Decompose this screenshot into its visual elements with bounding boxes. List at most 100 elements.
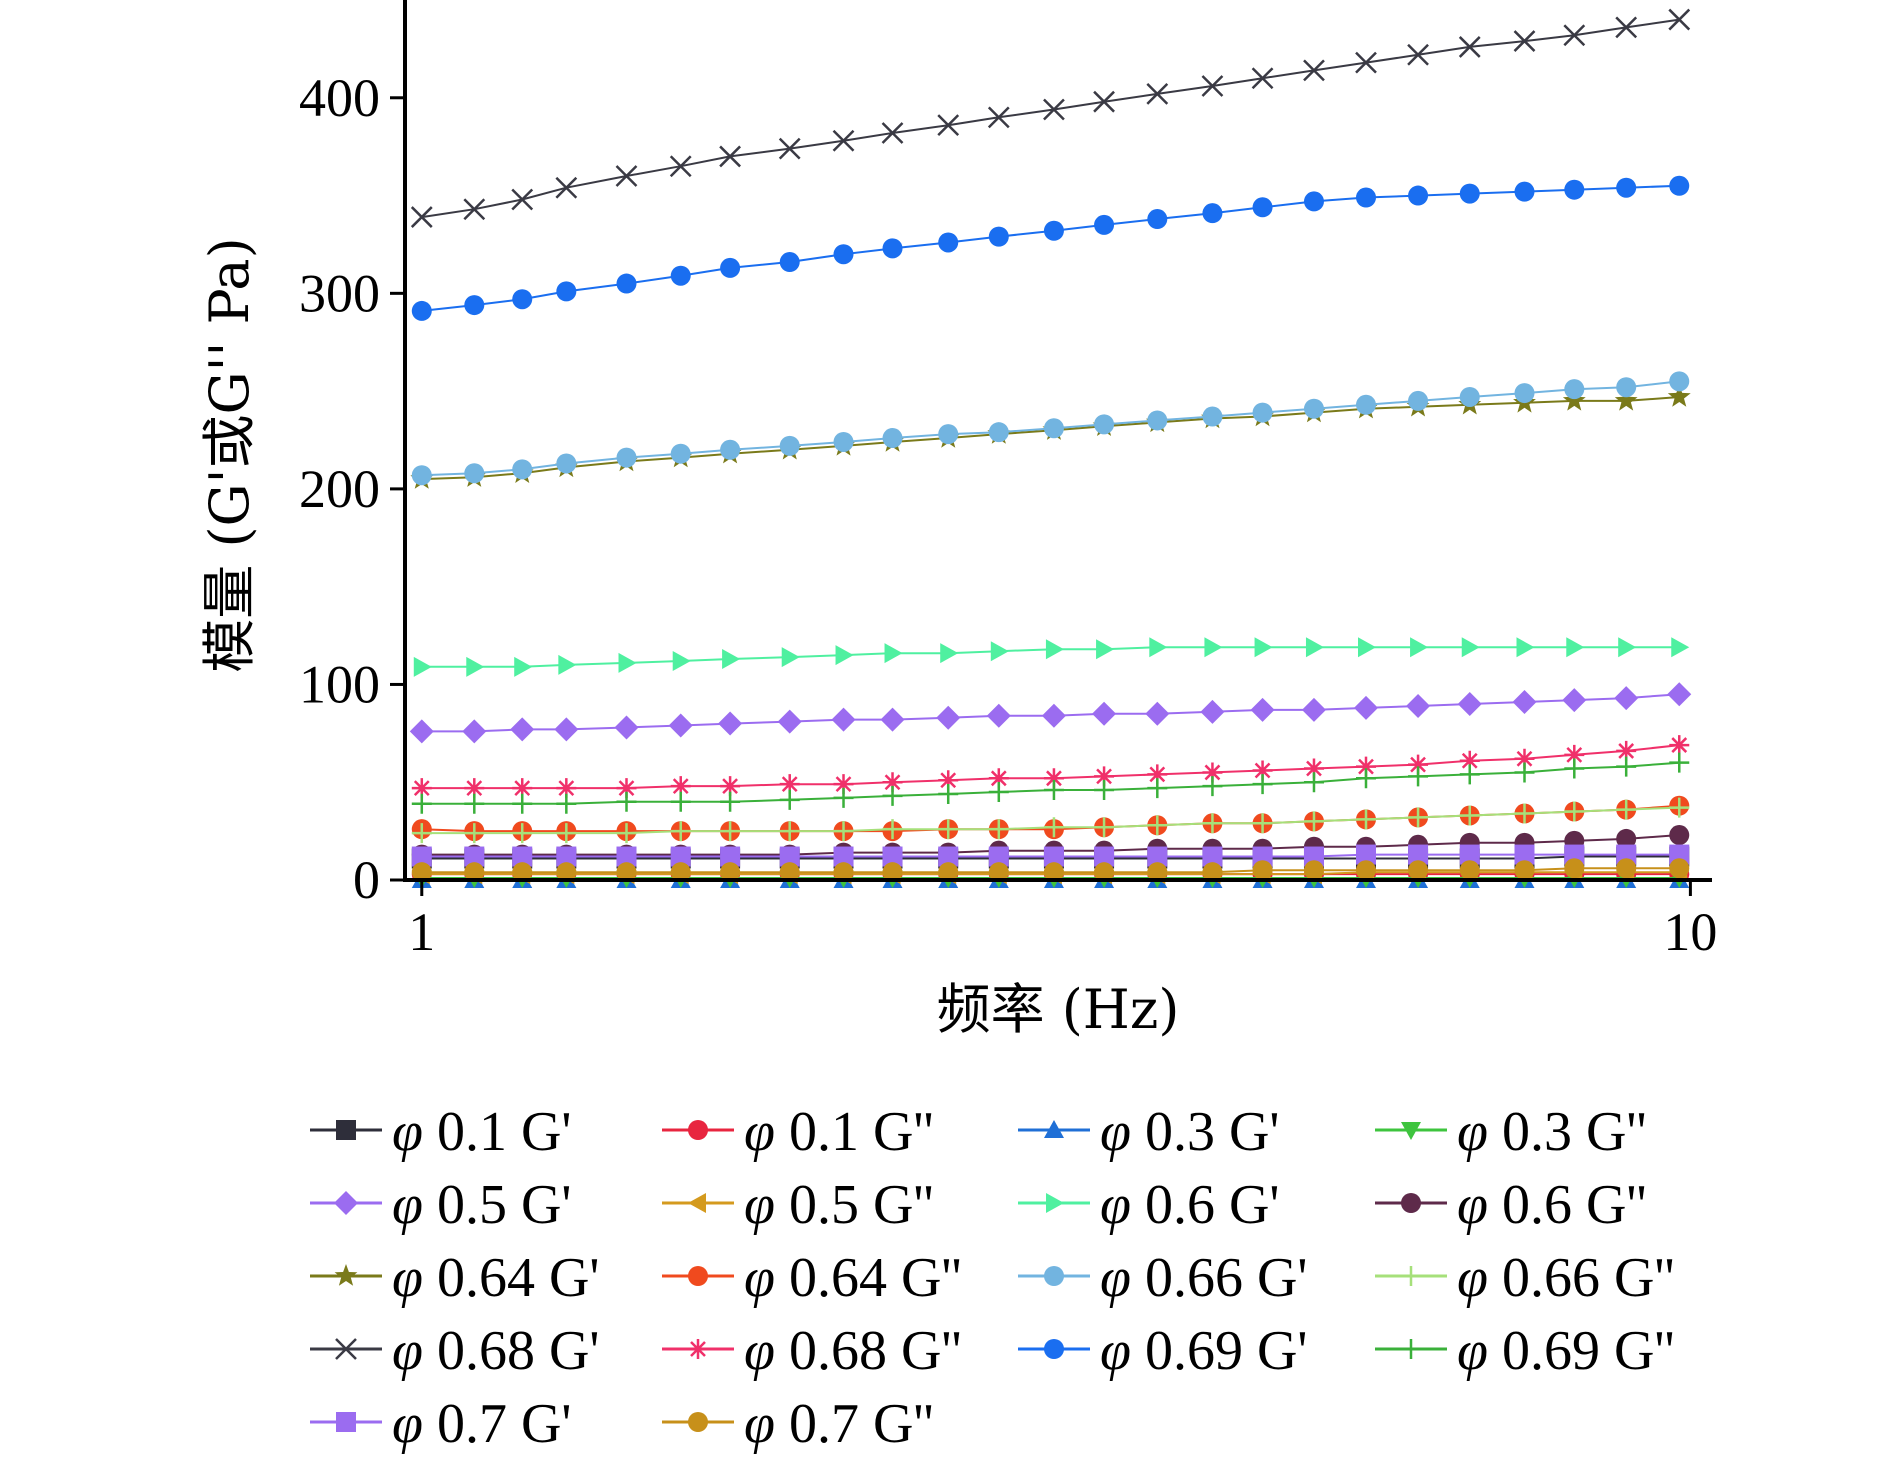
data-point bbox=[937, 114, 960, 137]
legend-label-symbol: φ bbox=[1457, 1174, 1488, 1236]
data-point bbox=[833, 862, 854, 883]
legend-label-text: 0.6 G'' bbox=[1488, 1174, 1647, 1236]
data-point bbox=[1458, 36, 1481, 58]
data-point bbox=[1252, 402, 1273, 423]
data-point bbox=[1093, 90, 1115, 113]
data-point bbox=[1563, 24, 1586, 47]
data-point bbox=[1303, 398, 1324, 419]
data-point bbox=[1616, 177, 1637, 198]
legend-item: φ 0.6 G'' bbox=[1375, 1174, 1647, 1236]
data-point bbox=[464, 295, 485, 316]
data-point bbox=[720, 257, 741, 278]
legend-label-symbol: φ bbox=[744, 1247, 775, 1309]
data-point bbox=[938, 862, 959, 883]
data-point bbox=[1092, 701, 1117, 726]
legend-swatch-marker bbox=[1044, 1266, 1064, 1286]
data-point bbox=[1616, 828, 1637, 849]
data-point bbox=[1564, 379, 1585, 400]
legend-item: φ 0.66 G' bbox=[1018, 1247, 1308, 1309]
legend-swatch-marker bbox=[334, 1264, 358, 1286]
legend-label-text: 0.69 G' bbox=[1131, 1320, 1308, 1382]
data-point bbox=[1669, 825, 1690, 846]
data-point bbox=[1147, 815, 1168, 836]
data-point bbox=[1514, 748, 1535, 769]
data-point bbox=[1094, 846, 1115, 867]
y-axis-title: 模量 (G'或G'' Pa) bbox=[198, 237, 261, 672]
series-17 bbox=[411, 844, 1690, 867]
data-point bbox=[670, 443, 691, 464]
data-point bbox=[616, 862, 637, 883]
data-point bbox=[1667, 682, 1692, 707]
data-point bbox=[512, 823, 533, 844]
data-point bbox=[558, 654, 577, 675]
data-point bbox=[514, 656, 533, 677]
data-point bbox=[1303, 191, 1324, 212]
legend-swatch-marker bbox=[1046, 1193, 1064, 1213]
data-point bbox=[1043, 768, 1064, 789]
data-point bbox=[1043, 98, 1065, 121]
data-point bbox=[1202, 862, 1223, 883]
data-point bbox=[1616, 858, 1637, 879]
data-point bbox=[777, 709, 802, 734]
data-point bbox=[1616, 799, 1637, 820]
legend-item: φ 0.68 G'' bbox=[662, 1320, 962, 1382]
data-point bbox=[1514, 181, 1535, 202]
data-point bbox=[1202, 846, 1223, 867]
legend-label: φ 0.66 G' bbox=[1100, 1247, 1308, 1309]
data-point bbox=[1202, 762, 1223, 783]
data-point bbox=[670, 862, 691, 883]
series-16 bbox=[411, 752, 1690, 814]
y-tick-label: 0 bbox=[353, 850, 380, 910]
series-18 bbox=[411, 858, 1690, 883]
legend-swatch-marker bbox=[1401, 1193, 1421, 1213]
data-point bbox=[779, 435, 800, 456]
data-point bbox=[1251, 67, 1274, 90]
data-point bbox=[1201, 75, 1224, 97]
legend-swatch-marker bbox=[688, 1193, 706, 1213]
data-point bbox=[1459, 764, 1480, 785]
data-point bbox=[1252, 813, 1273, 834]
series-line bbox=[421, 184, 1680, 312]
data-point bbox=[720, 776, 741, 797]
data-point bbox=[1147, 846, 1168, 867]
data-point bbox=[512, 862, 533, 883]
legend-label-symbol: φ bbox=[744, 1393, 775, 1455]
legend-item: φ 0.3 G' bbox=[1018, 1101, 1280, 1163]
y-tick-label: 100 bbox=[299, 654, 380, 714]
data-point bbox=[940, 643, 959, 664]
data-point bbox=[615, 165, 638, 187]
data-point bbox=[1459, 844, 1480, 865]
series-11 bbox=[411, 371, 1690, 486]
data-point bbox=[411, 465, 432, 486]
data-point bbox=[882, 428, 903, 449]
data-point bbox=[880, 707, 905, 732]
data-point bbox=[1355, 844, 1376, 865]
data-point bbox=[556, 281, 577, 302]
data-point bbox=[779, 862, 800, 883]
legend-label-text: 0.5 G' bbox=[423, 1174, 572, 1236]
data-point bbox=[510, 717, 535, 742]
data-point bbox=[1094, 817, 1115, 838]
legend-label-symbol: φ bbox=[744, 1320, 775, 1382]
data-point bbox=[616, 778, 637, 799]
data-point bbox=[1457, 692, 1482, 716]
y-tick-label: 400 bbox=[299, 68, 380, 128]
legend-label: φ 0.7 G'' bbox=[744, 1393, 934, 1455]
series-12 bbox=[411, 797, 1690, 844]
data-point bbox=[988, 226, 1009, 247]
data-point bbox=[1408, 754, 1429, 775]
data-point bbox=[616, 846, 637, 867]
data-point bbox=[832, 129, 855, 152]
data-point bbox=[1671, 637, 1690, 658]
data-point bbox=[411, 823, 432, 844]
series-13 bbox=[410, 8, 1691, 228]
data-point bbox=[1562, 688, 1587, 713]
data-point bbox=[882, 846, 903, 867]
data-point bbox=[936, 705, 961, 730]
data-point bbox=[938, 846, 959, 867]
data-point bbox=[556, 778, 577, 799]
legend-label: φ 0.64 G' bbox=[392, 1247, 600, 1309]
legend-item: φ 0.1 G'' bbox=[662, 1101, 934, 1163]
data-point bbox=[1096, 639, 1115, 660]
data-point bbox=[1669, 844, 1690, 865]
